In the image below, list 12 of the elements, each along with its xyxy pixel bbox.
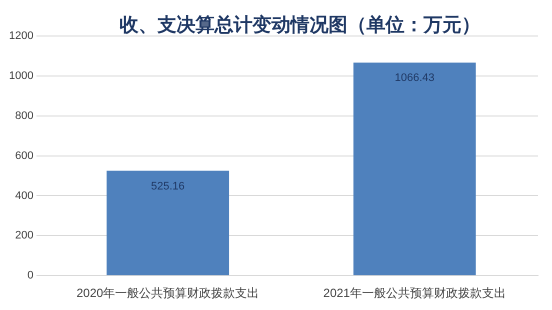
x-tick-label: 2020年一般公共预算财政拨款支出 [76, 286, 260, 300]
y-tick-label: 0 [27, 270, 34, 282]
y-tick-label: 200 [15, 230, 34, 242]
y-tick-label: 1000 [8, 70, 34, 82]
data-label: 1066.43 [394, 72, 434, 84]
x-tick-label: 2021年一般公共预算财政拨款支出 [323, 286, 506, 300]
y-tick-label: 800 [15, 110, 34, 122]
y-tick-label: 1200 [8, 30, 34, 42]
data-label: 525.16 [151, 180, 185, 192]
y-tick-label: 600 [15, 150, 34, 162]
chart-title: 收、支决算总计变动情况图（单位：万元） [118, 13, 482, 38]
y-tick-label: 400 [15, 190, 34, 202]
